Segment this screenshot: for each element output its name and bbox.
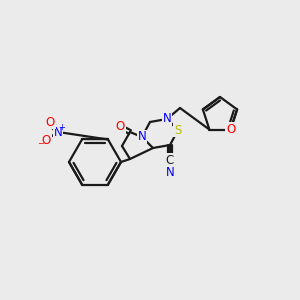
Text: −: − <box>38 140 44 148</box>
Text: O: O <box>45 116 55 128</box>
Text: +: + <box>58 122 65 131</box>
Text: N: N <box>54 125 62 139</box>
Text: S: S <box>174 124 182 136</box>
Text: N: N <box>166 166 174 178</box>
Text: N: N <box>163 112 171 125</box>
Text: O: O <box>226 123 235 136</box>
Text: O: O <box>116 121 124 134</box>
Text: C: C <box>166 154 174 166</box>
Text: O: O <box>41 134 51 146</box>
Text: N: N <box>138 130 146 143</box>
